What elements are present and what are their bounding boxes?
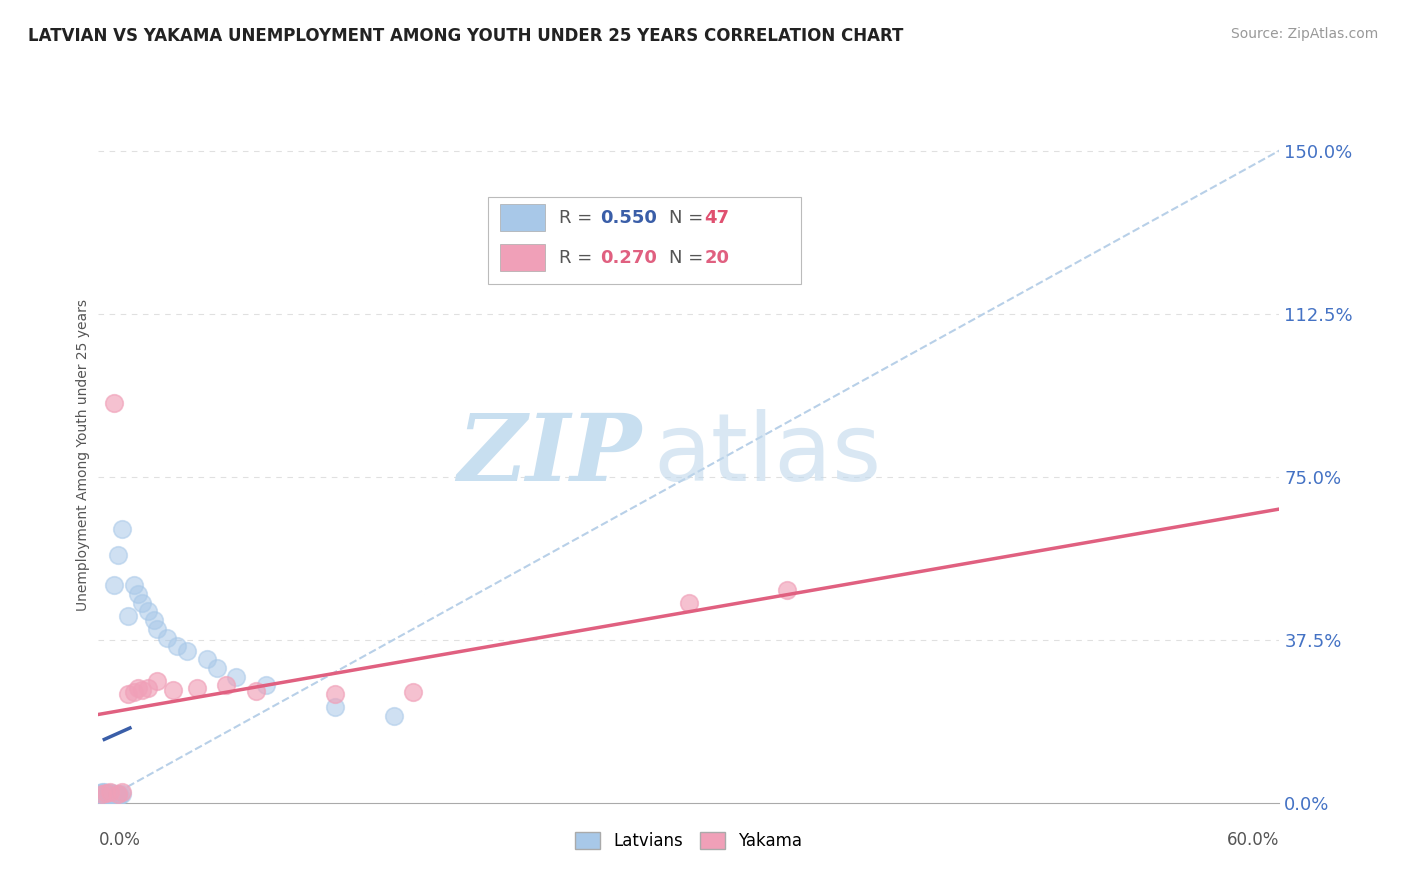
Point [93, 787, 115, 801]
Point [245, 683, 267, 698]
Point [93, 785, 115, 799]
Point [91, 788, 114, 802]
Point [103, 789, 125, 804]
Text: 0.550: 0.550 [600, 210, 657, 227]
Point [91, 787, 114, 801]
Text: 0.270: 0.270 [600, 249, 657, 267]
Point [89, 786, 111, 800]
Text: R =: R = [560, 210, 598, 227]
Text: Source: ZipAtlas.com: Source: ZipAtlas.com [1230, 27, 1378, 41]
Point [111, 522, 134, 536]
Point [101, 789, 124, 803]
Point [91, 785, 114, 799]
Point [89, 787, 111, 801]
Text: LATVIAN VS YAKAMA UNEMPLOYMENT AMONG YOUTH UNDER 25 YEARS CORRELATION CHART: LATVIAN VS YAKAMA UNEMPLOYMENT AMONG YOU… [28, 27, 904, 45]
Legend: Latvians, Yakama: Latvians, Yakama [569, 826, 808, 857]
Point [402, 685, 425, 699]
Point [117, 687, 139, 701]
Point [98, 785, 121, 799]
Point [776, 582, 799, 597]
Point [117, 608, 139, 623]
Text: ZIP: ZIP [457, 410, 641, 500]
Point [186, 681, 208, 695]
Point [96, 786, 118, 800]
Point [678, 596, 700, 610]
Point [122, 578, 145, 592]
Point [323, 700, 346, 714]
Point [205, 661, 228, 675]
Point [382, 708, 405, 723]
Point [176, 643, 198, 657]
Point [195, 652, 218, 666]
Point [111, 787, 134, 801]
Text: R =: R = [560, 249, 598, 267]
Point [162, 682, 184, 697]
Point [131, 596, 153, 610]
Point [166, 639, 188, 653]
Point [215, 678, 238, 692]
Point [97, 788, 120, 802]
Point [225, 670, 247, 684]
Point [96, 786, 118, 800]
FancyBboxPatch shape [501, 244, 546, 270]
Point [91, 789, 114, 804]
Point [93, 789, 115, 804]
Text: 0.0%: 0.0% [98, 830, 141, 848]
Point [103, 787, 125, 801]
Point [127, 681, 149, 695]
Point [97, 789, 120, 804]
Point [107, 787, 129, 801]
Point [98, 787, 121, 801]
Point [122, 685, 145, 699]
Point [103, 395, 125, 409]
Point [254, 678, 277, 692]
Text: 47: 47 [704, 210, 730, 227]
Point [107, 787, 129, 801]
Point [107, 789, 129, 804]
Point [131, 682, 153, 697]
Point [142, 613, 165, 627]
Text: N =: N = [669, 249, 709, 267]
Point [127, 587, 149, 601]
Y-axis label: Unemployment Among Youth under 25 years: Unemployment Among Youth under 25 years [76, 299, 90, 611]
Point [111, 785, 134, 799]
Point [146, 674, 169, 689]
Point [136, 681, 159, 695]
Text: 20: 20 [704, 249, 730, 267]
Point [97, 786, 120, 800]
FancyBboxPatch shape [501, 204, 546, 231]
Point [96, 789, 118, 803]
Text: atlas: atlas [654, 409, 882, 501]
Text: 60.0%: 60.0% [1227, 830, 1279, 848]
FancyBboxPatch shape [488, 197, 801, 285]
Point [146, 622, 169, 636]
Point [136, 605, 159, 619]
Point [98, 789, 121, 804]
Point [156, 631, 179, 645]
Point [105, 788, 128, 802]
Point [323, 687, 346, 701]
Text: N =: N = [669, 210, 709, 227]
Point [108, 788, 131, 802]
Point [103, 578, 125, 592]
Point [107, 548, 129, 562]
Point [101, 786, 124, 800]
